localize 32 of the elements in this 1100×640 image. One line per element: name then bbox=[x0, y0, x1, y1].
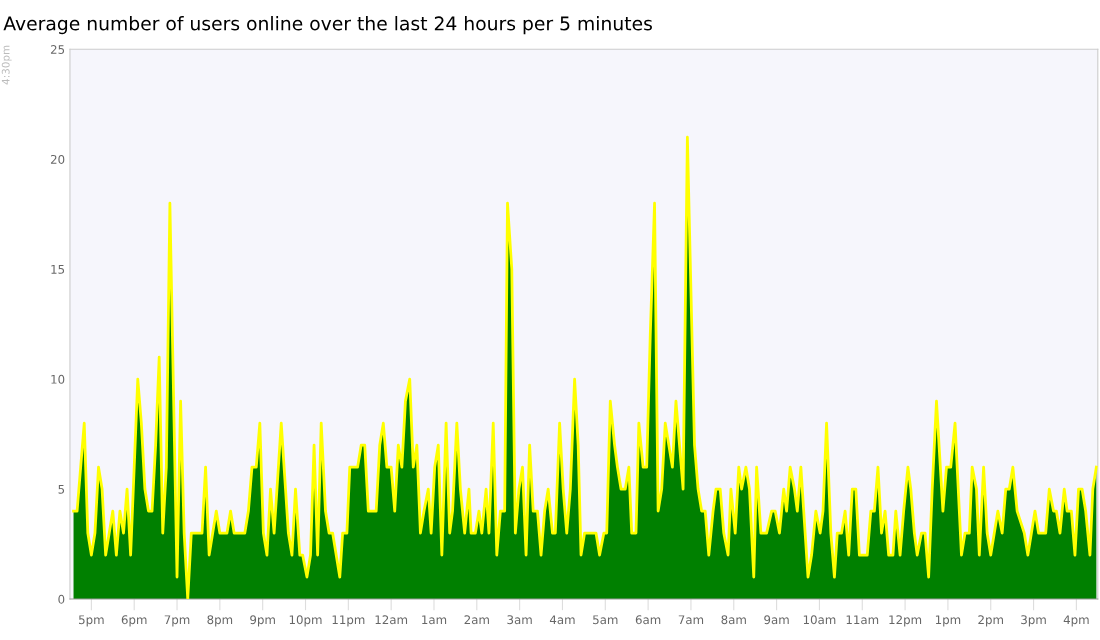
x-tick-label: 8pm bbox=[207, 615, 233, 627]
x-tick-label: 3am bbox=[507, 615, 532, 625]
x-tick-label: 2pm bbox=[978, 615, 1003, 627]
x-tick-label: 1pm bbox=[935, 615, 961, 627]
x-tick-label: 10pm bbox=[289, 615, 322, 627]
x-tick-label: 11am bbox=[846, 615, 879, 625]
y-tick-label: 20 bbox=[50, 154, 65, 164]
x-tick-label: 7am bbox=[678, 615, 704, 625]
x-tick-label: 6pm bbox=[121, 615, 147, 627]
x-tick-label: 2am bbox=[464, 615, 489, 625]
x-tick-label: 10am bbox=[803, 615, 836, 625]
x-tick-label: 12pm bbox=[889, 615, 922, 627]
y-tick-label: 15 bbox=[51, 265, 65, 274]
x-tick-label: 6am bbox=[635, 615, 661, 625]
x-tick-label: 8am bbox=[721, 615, 746, 625]
y-tick-label: 10 bbox=[51, 374, 65, 384]
x-tick-label: 1am bbox=[422, 615, 447, 625]
x-tick-label: 9pm bbox=[250, 615, 275, 627]
x-tick-label: 5am bbox=[593, 615, 618, 625]
x-tick-label: 5pm bbox=[79, 615, 104, 627]
text: 4:30pm bbox=[1, 45, 12, 85]
x-tick-label: 9am bbox=[764, 615, 789, 625]
chart-title: Average number of users online over the last 24 hours per 5 minutes bbox=[3, 16, 652, 35]
x-tick-label: 3pm bbox=[1021, 615, 1046, 627]
y-tick-label: 5 bbox=[58, 484, 65, 494]
x-tick-label: 4am bbox=[549, 615, 575, 625]
x-tick-label: 7pm bbox=[164, 615, 190, 627]
x-tick-label: 4pm bbox=[1063, 615, 1089, 627]
y-tick-label: 25 bbox=[50, 45, 65, 54]
y-tick-label: 0 bbox=[58, 594, 65, 604]
x-tick-label: 12am bbox=[375, 615, 408, 625]
x-tick-label: 11pm bbox=[332, 615, 365, 627]
